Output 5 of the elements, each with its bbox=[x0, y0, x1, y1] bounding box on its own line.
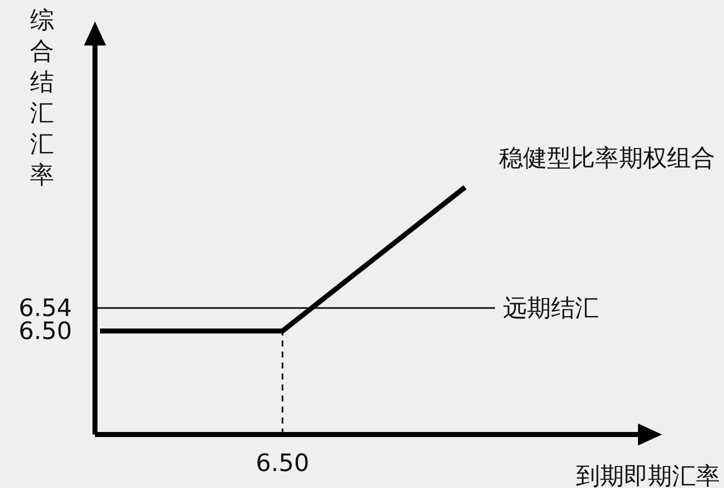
series-label: 稳健型比率期权组合 bbox=[499, 144, 715, 172]
y-tick-label: 6.54 bbox=[18, 294, 72, 322]
y-axis-title: 综合结汇汇率 bbox=[30, 6, 54, 189]
x-axis-title: 到期即期汇率 bbox=[576, 462, 720, 488]
ref-line-label: 远期结汇 bbox=[503, 294, 599, 322]
